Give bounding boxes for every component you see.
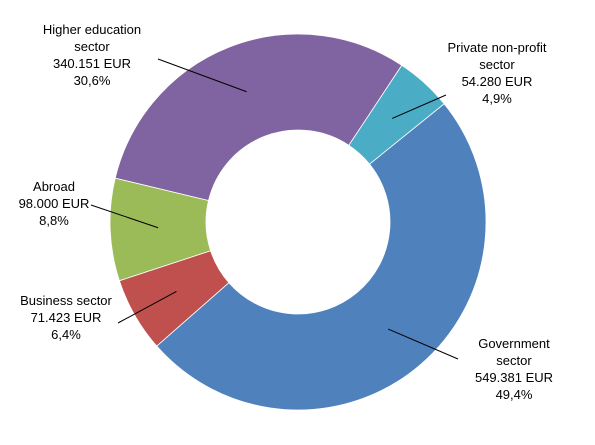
- label-line: 4,9%: [482, 91, 512, 106]
- label-line: Business sector: [20, 293, 112, 308]
- label-line: 71.423 EUR: [31, 310, 102, 325]
- label-line: 340.151 EUR: [53, 56, 131, 71]
- label-line: 6,4%: [51, 327, 81, 342]
- label-line: Abroad: [33, 179, 75, 194]
- label-line: Government: [478, 336, 550, 351]
- label-line: Private non-profit: [448, 40, 547, 55]
- label-abroad: Abroad 98.000 EUR 8,8%: [19, 179, 90, 228]
- leader-line-private-non-profit-sector: [391, 94, 447, 119]
- leader-line-abroad: [90, 204, 159, 229]
- label-line: 30,6%: [74, 73, 111, 88]
- label-line: 54.280 EUR: [462, 74, 533, 89]
- label-line: sector: [496, 353, 532, 368]
- label-line: sector: [479, 57, 515, 72]
- slice-higher-education-sector: [114, 33, 403, 202]
- leader-lines-group: [90, 58, 459, 360]
- leader-line-higher-education-sector: [157, 58, 247, 93]
- label-line: 549.381 EUR: [475, 370, 553, 385]
- labels-group: Private non-profit sector 54.280 EUR 4,9% Go…: [19, 22, 553, 402]
- leader-line-business-sector: [117, 291, 177, 324]
- label-business-sector: Business sector 71.423 EUR 6,4%: [20, 293, 112, 342]
- label-higher-education-sector: Higher education sector 340.151 EUR 30,6%: [43, 22, 141, 88]
- label-private-non-profit-sector: Private non-profit sector 54.280 EUR 4,9%: [448, 40, 547, 106]
- label-government-sector: Government sector 549.381 EUR 49,4%: [475, 336, 553, 402]
- label-line: 49,4%: [496, 387, 533, 402]
- slices-group: [109, 33, 487, 411]
- label-line: sector: [74, 39, 110, 54]
- slice-government-sector: [156, 103, 487, 411]
- label-line: Higher education: [43, 22, 141, 37]
- leader-line-government-sector: [388, 328, 459, 360]
- label-line: 98.000 EUR: [19, 196, 90, 211]
- label-line: 8,8%: [39, 213, 69, 228]
